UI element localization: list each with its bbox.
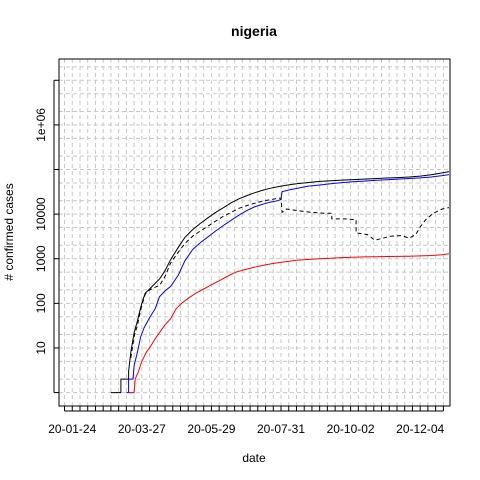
- x-tick-label: 20-01-24: [48, 422, 96, 436]
- y-axis: 10 100 1000 10000 1e+06: [34, 79, 59, 394]
- y-tick-label: 10: [34, 341, 48, 355]
- x-axis-label: date: [242, 451, 266, 465]
- series-line-4: [130, 197, 450, 358]
- x-tick-label: 20-03-27: [118, 422, 166, 436]
- grid: [59, 59, 450, 406]
- series-line-3: [128, 253, 449, 394]
- x-tick-label: 20-10-02: [327, 422, 375, 436]
- plot-frame: [58, 58, 451, 407]
- y-axis-label: # confirmed cases: [2, 183, 16, 280]
- x-tick-label: 20-12-04: [396, 422, 444, 436]
- x-tick-label: 20-07-31: [257, 422, 305, 436]
- chart-title: nigeria: [231, 23, 277, 39]
- x-tick-label: 20-05-29: [187, 422, 235, 436]
- series-layer: [110, 171, 450, 394]
- series-line-2: [126, 174, 449, 394]
- x-axis: 20-01-24 20-03-27 20-05-29 20-07-31 20-10-02…: [48, 406, 445, 436]
- y-tick-label: 1000: [34, 245, 48, 272]
- y-tick-label: 10000: [34, 197, 48, 231]
- y-tick-label: 1e+06: [34, 108, 48, 142]
- series-line-1: [110, 171, 449, 394]
- y-tick-label: 100: [34, 293, 48, 313]
